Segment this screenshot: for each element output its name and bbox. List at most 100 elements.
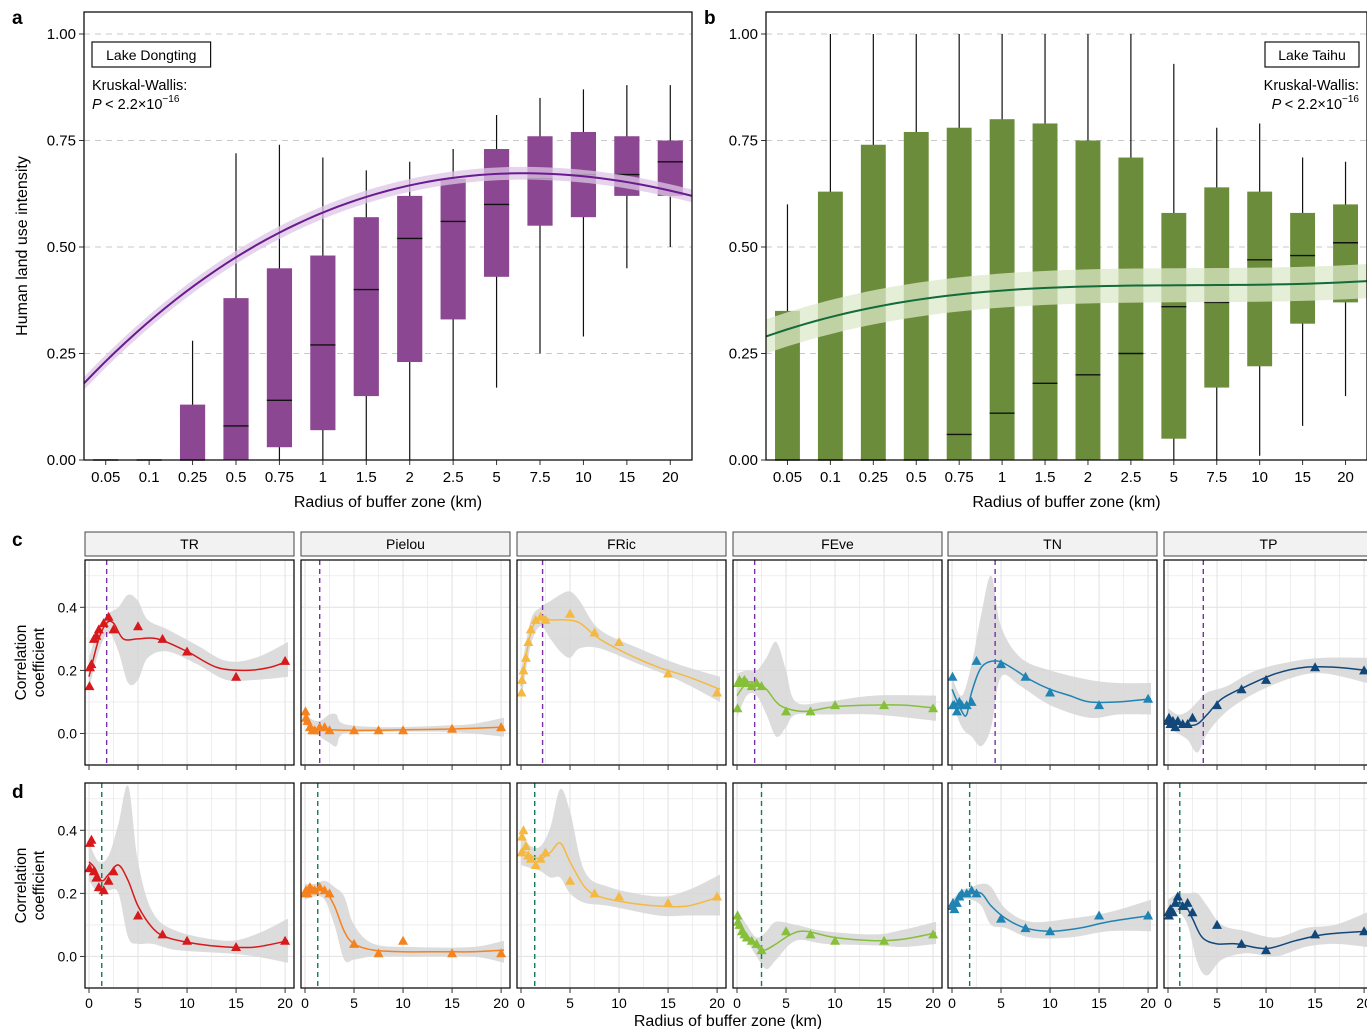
x-tick-label: 10 <box>395 995 411 1011</box>
trend-confidence-band <box>84 166 692 390</box>
data-point-triangle <box>830 700 841 710</box>
data-point-triangle <box>756 681 767 691</box>
x-tick-label: 15 <box>228 995 244 1011</box>
data-point-triangle <box>1212 919 1223 929</box>
x-tick-label: 20 <box>1140 995 1156 1011</box>
data-point-triangle <box>1261 945 1272 955</box>
x-tick-label: 5 <box>566 995 574 1011</box>
x-tick-label: 0.5 <box>906 469 927 486</box>
box-body <box>397 195 423 363</box>
data-point-triangle <box>1094 910 1105 920</box>
data-point-triangle <box>93 624 104 634</box>
facet-frame <box>947 782 1158 989</box>
data-point-triangle <box>1167 907 1178 917</box>
data-point-triangle <box>879 935 890 945</box>
data-point-triangle <box>712 891 723 901</box>
facet-tn: 0 5 10 15 20 <box>947 782 1158 1011</box>
data-point-triangle <box>398 935 409 945</box>
data-point-triangle <box>182 935 193 945</box>
data-point-triangle <box>1143 910 1154 920</box>
y-tick-label: 1.00 <box>47 26 76 43</box>
data-point-triangle <box>520 652 531 662</box>
x-tick-label: 20 <box>1356 995 1367 1011</box>
x-tick-label: 5 <box>134 995 142 1011</box>
x-tick-label: 20 <box>662 469 679 486</box>
facet-strip-label: TN <box>1043 536 1062 552</box>
data-point-triangle <box>182 646 193 656</box>
trend-line <box>765 280 1367 338</box>
data-point-triangle <box>302 888 313 898</box>
facet-tn: TN <box>947 531 1158 770</box>
data-point-triangle <box>373 725 384 735</box>
data-point-triangle <box>966 885 977 895</box>
data-point-triangle <box>565 608 576 618</box>
data-point-triangle <box>535 611 546 621</box>
x-axis-title: Radius of buffer zone (km) <box>972 494 1160 511</box>
data-point-triangle <box>966 696 977 706</box>
data-point-triangle <box>830 935 841 945</box>
data-point-triangle <box>540 847 551 857</box>
data-point-triangle <box>1170 897 1181 907</box>
x-tick-label: 0.1 <box>820 469 841 486</box>
data-point-triangle <box>496 948 507 958</box>
facet-strip <box>947 531 1158 557</box>
smooth-confidence-band <box>521 591 721 702</box>
y-tick-label: 0.00 <box>47 452 76 469</box>
x-tick-label: 20 <box>925 995 941 1011</box>
data-point-triangle <box>996 659 1007 669</box>
plot-frame <box>765 11 1367 461</box>
y-tick-label: 0.2 <box>58 885 78 901</box>
y-tick-label: 0.2 <box>58 662 78 678</box>
correlation-panel-d: 0 5 10 15 20 0 5 10 15 20 0 5 10 15 20 0 5 10 15 20 0 5 10 15 20… <box>13 782 1367 1011</box>
x-tick-label: 0.05 <box>773 469 802 486</box>
data-point-triangle <box>1359 665 1367 675</box>
data-point-triangle <box>535 853 546 863</box>
data-point-triangle <box>1182 719 1193 728</box>
data-point-triangle <box>663 897 674 907</box>
x-tick-label: 0 <box>517 995 525 1011</box>
data-point-triangle <box>349 725 360 735</box>
y-tick-label: 0.0 <box>58 948 78 964</box>
data-point-triangle <box>319 722 330 732</box>
data-point-triangle <box>746 935 757 945</box>
box-body <box>266 268 293 448</box>
data-point-triangle <box>951 706 962 716</box>
data-point-triangle <box>1170 722 1181 732</box>
data-point-triangle <box>1172 891 1183 901</box>
facet-strip <box>516 531 727 557</box>
data-point-triangle <box>231 942 242 951</box>
data-point-triangle <box>1261 674 1272 684</box>
data-point-triangle <box>157 929 168 939</box>
facet-frame <box>1163 782 1367 989</box>
data-point-triangle <box>447 948 458 958</box>
x-tick-label: 0.1 <box>139 469 160 486</box>
x-tick-label: 10 <box>827 995 843 1011</box>
facet-frame <box>732 559 943 766</box>
x-tick-label: 10 <box>575 469 592 486</box>
data-point-triangle <box>1045 687 1056 697</box>
smooth-curve <box>88 861 289 949</box>
smooth-confidence-band <box>952 575 1152 747</box>
x-tick-label: 10 <box>1042 995 1058 1011</box>
y-tick-label: 0.4 <box>58 599 78 615</box>
data-point-triangle <box>373 948 384 958</box>
x-tick-label: 10 <box>611 995 627 1011</box>
data-point-triangle <box>133 621 144 631</box>
data-point-triangle <box>133 910 144 920</box>
x-tick-label: 1 <box>998 469 1006 486</box>
x-axis-title: Radius of buffer zone (km) <box>294 494 482 511</box>
data-point-triangle <box>971 655 982 665</box>
boxplot-panel-a: 0.00 0.25 0.50 0.75 1.00 0.05 0.1 0.25 0.5 0.75 1 1… <box>14 11 693 511</box>
x-tick-label: 2 <box>1084 469 1092 486</box>
facet-strip <box>1163 531 1367 557</box>
x-tick-label: 10 <box>179 995 195 1011</box>
y-axis-title-line1: Correlation <box>13 848 30 924</box>
data-point-triangle <box>1020 923 1031 933</box>
facet-strip-label: Pielou <box>386 536 425 552</box>
x-tick-label: 2.5 <box>443 469 464 486</box>
x-tick-label: 0.25 <box>178 469 207 486</box>
x-tick-label: 20 <box>493 995 509 1011</box>
data-point-triangle <box>971 888 982 898</box>
y-tick-label: 0.50 <box>729 239 758 256</box>
data-point-triangle <box>1310 929 1321 939</box>
